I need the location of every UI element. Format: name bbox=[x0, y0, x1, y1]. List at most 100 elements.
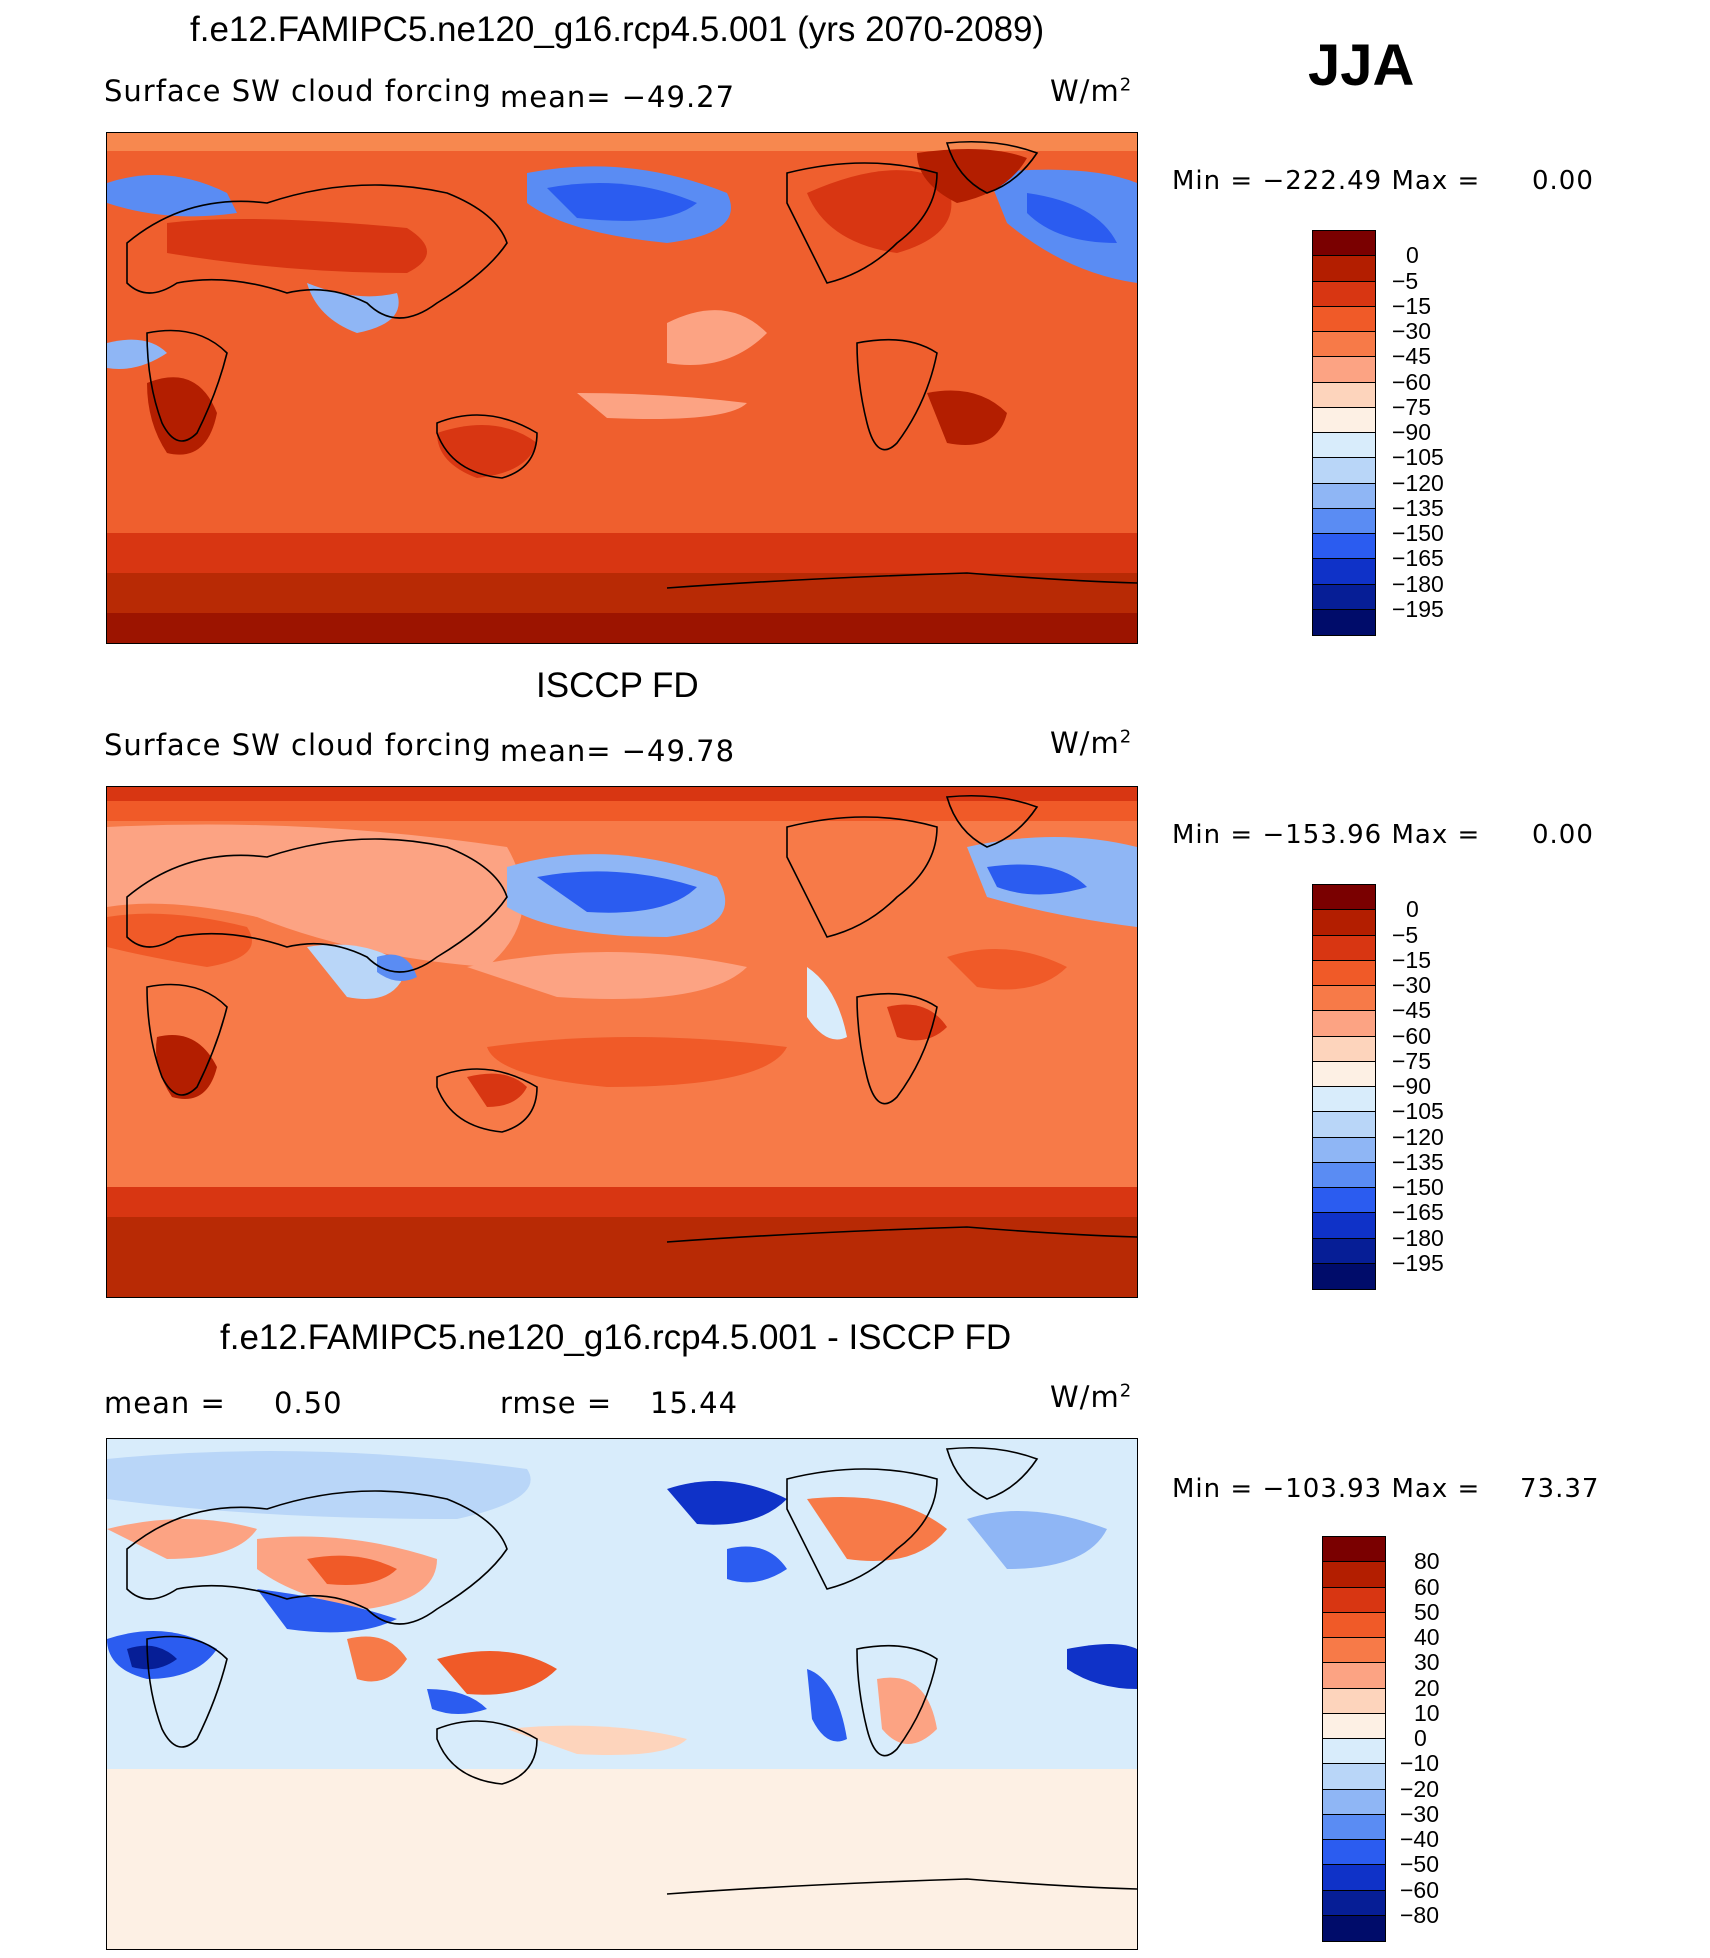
colorbar-level-label: −105 bbox=[1392, 444, 1444, 471]
colorbar-segment bbox=[1323, 1587, 1385, 1613]
colorbar-segment bbox=[1313, 534, 1375, 560]
colorbar-segment bbox=[1323, 1764, 1385, 1790]
colorbar-segment bbox=[1323, 1865, 1385, 1891]
colorbar-level-label: −15 bbox=[1392, 946, 1432, 973]
colorbar-segment bbox=[1323, 1562, 1385, 1588]
colorbar-segment bbox=[1313, 1061, 1375, 1087]
panel3-units: W/m2 bbox=[1050, 1380, 1133, 1414]
colorbar-level-label: −180 bbox=[1392, 1224, 1444, 1251]
colorbar-segment bbox=[1323, 1713, 1385, 1739]
colorbar-level-label: −135 bbox=[1392, 1148, 1444, 1175]
colorbar-level-label: −20 bbox=[1400, 1775, 1440, 1802]
colorbar-level-label: −90 bbox=[1392, 419, 1432, 445]
colorbar-segment bbox=[1323, 1638, 1385, 1664]
colorbar-segment bbox=[1313, 1137, 1375, 1163]
colorbar-segment bbox=[1323, 1840, 1385, 1866]
colorbar-level-label: 0 bbox=[1406, 242, 1419, 269]
colorbar-level-label: −45 bbox=[1392, 997, 1432, 1024]
colorbar-level-label: −195 bbox=[1392, 595, 1444, 622]
colorbar-level-label: 50 bbox=[1414, 1598, 1440, 1625]
panel2-variable-label: Surface SW cloud forcing bbox=[104, 728, 492, 762]
panel3-max-value: 73.37 bbox=[1520, 1474, 1600, 1504]
colorbar-segment bbox=[1313, 1087, 1375, 1113]
colorbar-segment bbox=[1313, 559, 1375, 585]
panel2-map bbox=[106, 786, 1138, 1298]
colorbar-level-label: 40 bbox=[1414, 1624, 1440, 1650]
colorbar-segment bbox=[1313, 433, 1375, 459]
colorbar-level-label: −165 bbox=[1392, 1199, 1444, 1226]
panel1-variable-label: Surface SW cloud forcing bbox=[104, 74, 492, 108]
colorbar-level-label: 0 bbox=[1406, 896, 1419, 923]
colorbar-level-label: −150 bbox=[1392, 520, 1444, 546]
panel2-title: ISCCP FD bbox=[536, 666, 699, 705]
colorbar-segment bbox=[1313, 1213, 1375, 1239]
colorbar-segment bbox=[1313, 281, 1375, 307]
colorbar-segment bbox=[1313, 256, 1375, 282]
colorbar-level-label: −30 bbox=[1400, 1800, 1440, 1827]
colorbar-segment bbox=[1313, 458, 1375, 484]
colorbar-segment bbox=[1313, 1162, 1375, 1188]
season-label: JJA bbox=[1308, 33, 1415, 98]
panel1-max-value: 0.00 bbox=[1532, 166, 1594, 196]
colorbar-segment bbox=[1323, 1739, 1385, 1765]
colorbar-segment bbox=[1313, 1036, 1375, 1062]
colorbar-level-label: −150 bbox=[1392, 1174, 1444, 1200]
colorbar-level-label: −5 bbox=[1392, 267, 1419, 294]
colorbar-segment bbox=[1323, 1688, 1385, 1714]
colorbar-segment bbox=[1323, 1915, 1385, 1941]
colorbar-segment bbox=[1313, 1188, 1375, 1214]
colorbar-segment bbox=[1313, 584, 1375, 610]
colorbar-segment bbox=[1313, 357, 1375, 383]
panel2-colorbar bbox=[1312, 884, 1376, 1290]
colorbar-level-label: −90 bbox=[1392, 1073, 1432, 1099]
panel1-title: f.e12.FAMIPC5.ne120_g16.rcp4.5.001 (yrs … bbox=[190, 10, 1045, 49]
panel3-map bbox=[106, 1438, 1138, 1950]
colorbar-level-label: −50 bbox=[1400, 1851, 1440, 1878]
colorbar-segment bbox=[1313, 885, 1375, 911]
colorbar-segment bbox=[1313, 935, 1375, 961]
colorbar-segment bbox=[1313, 1112, 1375, 1138]
colorbar-segment bbox=[1313, 1263, 1375, 1289]
colorbar-segment bbox=[1313, 960, 1375, 986]
colorbar-level-label: −45 bbox=[1392, 343, 1432, 370]
panel3-minmax: Min = −103.93 Max = bbox=[1172, 1474, 1481, 1504]
colorbar-level-label: 30 bbox=[1414, 1649, 1440, 1676]
colorbar-segment bbox=[1313, 1011, 1375, 1037]
panel3-rmse-value: 15.44 bbox=[650, 1386, 739, 1420]
colorbar-segment bbox=[1313, 910, 1375, 936]
colorbar-level-label: −75 bbox=[1392, 393, 1432, 420]
colorbar-segment bbox=[1323, 1537, 1385, 1563]
colorbar-segment bbox=[1313, 609, 1375, 635]
colorbar-segment bbox=[1313, 407, 1375, 433]
panel3-title: f.e12.FAMIPC5.ne120_g16.rcp4.5.001 - ISC… bbox=[220, 1318, 1012, 1357]
panel1-colorbar bbox=[1312, 230, 1376, 636]
colorbar-segment bbox=[1313, 332, 1375, 358]
colorbar-level-label: −30 bbox=[1392, 318, 1432, 344]
colorbar-level-label: −40 bbox=[1400, 1826, 1440, 1852]
colorbar-level-label: −135 bbox=[1392, 494, 1444, 521]
panel2-max-value: 0.00 bbox=[1532, 820, 1594, 850]
colorbar-level-label: −195 bbox=[1392, 1249, 1444, 1276]
colorbar-segment bbox=[1323, 1612, 1385, 1638]
panel2-mean-label: mean= −49.78 bbox=[500, 734, 736, 768]
colorbar-segment bbox=[1313, 508, 1375, 534]
panel3-rmse-text: rmse = bbox=[500, 1386, 613, 1420]
colorbar-segment bbox=[1323, 1789, 1385, 1815]
colorbar-segment bbox=[1323, 1814, 1385, 1840]
panel3-mean-text: mean = bbox=[104, 1386, 226, 1420]
colorbar-segment bbox=[1313, 1238, 1375, 1264]
colorbar-level-label: −105 bbox=[1392, 1098, 1444, 1125]
colorbar-level-label: 60 bbox=[1414, 1573, 1440, 1600]
panel3-colorbar bbox=[1322, 1536, 1386, 1942]
colorbar-level-label: −165 bbox=[1392, 545, 1444, 572]
colorbar-segment bbox=[1313, 382, 1375, 408]
colorbar-level-label: −60 bbox=[1392, 1022, 1432, 1049]
colorbar-level-label: −10 bbox=[1400, 1750, 1440, 1777]
panel2-units: W/m2 bbox=[1050, 726, 1133, 760]
colorbar-segment bbox=[1323, 1663, 1385, 1689]
panel1-units: W/m2 bbox=[1050, 74, 1133, 108]
colorbar-level-label: −180 bbox=[1392, 570, 1444, 597]
colorbar-level-label: −75 bbox=[1392, 1047, 1432, 1074]
colorbar-segment bbox=[1313, 306, 1375, 332]
colorbar-segment bbox=[1313, 986, 1375, 1012]
